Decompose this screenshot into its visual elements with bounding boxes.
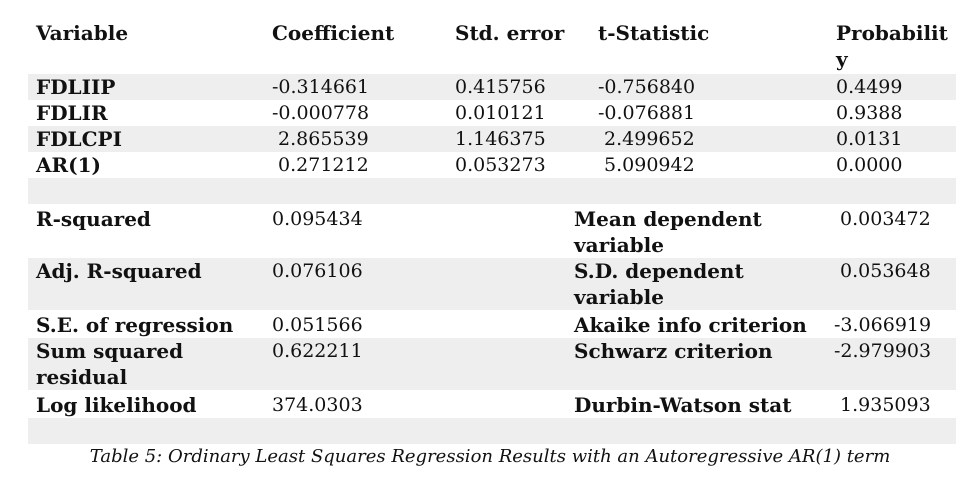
stat-value-right: -2.979903 bbox=[834, 340, 932, 362]
header-t-statistic: t-Statistic bbox=[598, 21, 710, 45]
t-stat-value: -0.076881 bbox=[598, 102, 696, 124]
std-error-value: 0.053273 bbox=[455, 154, 546, 176]
header-row: Variable Coefficient Std. error t-Statis… bbox=[28, 20, 956, 71]
stat-label-right: Mean dependent variable bbox=[574, 207, 762, 257]
stat-value-right: -3.066919 bbox=[834, 314, 932, 336]
header-variable: Variable bbox=[36, 21, 129, 45]
stat-label: Adj. R-squared bbox=[36, 259, 202, 283]
stat-value: 0.076106 bbox=[272, 260, 363, 282]
table-row: FDLIR -0.000778 0.010121 -0.076881 0.938… bbox=[28, 100, 956, 126]
std-error-value: 0.415756 bbox=[455, 76, 546, 98]
header-coefficient: Coefficient bbox=[272, 21, 395, 45]
stat-value-right: 0.003472 bbox=[834, 208, 931, 230]
stat-value: 0.622211 bbox=[272, 340, 363, 362]
variable-name: AR(1) bbox=[36, 153, 101, 177]
stat-label-right: Schwarz criterion bbox=[574, 339, 773, 363]
header-std-error: Std. error bbox=[455, 21, 565, 45]
prob-value: 0.9388 bbox=[836, 102, 903, 124]
table-caption: Table 5: Ordinary Least Squares Regressi… bbox=[89, 446, 891, 467]
coefficient-value: 0.271212 bbox=[272, 154, 369, 176]
coefficient-value: -0.000778 bbox=[272, 102, 370, 124]
std-error-value: 0.010121 bbox=[455, 102, 546, 124]
stat-label: Log likelihood bbox=[36, 393, 197, 417]
stats-row: R-squared 0.095434 Mean dependent variab… bbox=[28, 206, 956, 258]
stat-value: 374.0303 bbox=[272, 394, 363, 416]
prob-value: 0.0131 bbox=[836, 128, 903, 150]
stats-row: Log likelihood 374.0303 Durbin-Watson st… bbox=[28, 392, 956, 418]
std-error-value: 1.146375 bbox=[455, 128, 546, 150]
prob-value: 0.4499 bbox=[836, 76, 903, 98]
stat-label-right: Akaike info criterion bbox=[574, 313, 807, 337]
stat-value: 0.051566 bbox=[272, 314, 363, 336]
t-stat-value: 2.499652 bbox=[598, 128, 695, 150]
t-stat-value: 5.090942 bbox=[598, 154, 695, 176]
stat-label-right: Durbin-Watson stat bbox=[574, 393, 792, 417]
spacer-row bbox=[28, 418, 956, 444]
stat-label: Sum squared residual bbox=[36, 339, 184, 389]
stat-value: 0.095434 bbox=[272, 208, 363, 230]
stat-label: R-squared bbox=[36, 207, 151, 231]
table-row: AR(1) 0.271212 0.053273 5.090942 0.0000 bbox=[28, 152, 956, 178]
stat-value-right: 1.935093 bbox=[834, 394, 931, 416]
table-row: FDLIIP -0.314661 0.415756 -0.756840 0.44… bbox=[28, 74, 956, 100]
variable-name: FDLIIP bbox=[36, 75, 116, 99]
variable-name: FDLIR bbox=[36, 101, 108, 125]
prob-value: 0.0000 bbox=[836, 154, 903, 176]
coefficient-value: -0.314661 bbox=[272, 76, 370, 98]
t-stat-value: -0.756840 bbox=[598, 76, 696, 98]
spacer-row bbox=[28, 178, 956, 204]
stat-value-right: 0.053648 bbox=[834, 260, 931, 282]
stats-row: Sum squared residual 0.622211 Schwarz cr… bbox=[28, 338, 956, 390]
coefficient-value: 2.865539 bbox=[272, 128, 369, 150]
stats-row: S.E. of regression 0.051566 Akaike info … bbox=[28, 312, 956, 338]
stats-row: Adj. R-squared 0.076106 S.D. dependent v… bbox=[28, 258, 956, 310]
stat-label-right: S.D. dependent variable bbox=[574, 259, 744, 309]
header-probability: Probability bbox=[836, 21, 948, 71]
stat-label: S.E. of regression bbox=[36, 313, 234, 337]
table-row: FDLCPI 2.865539 1.146375 2.499652 0.0131 bbox=[28, 126, 956, 152]
variable-name: FDLCPI bbox=[36, 127, 122, 151]
